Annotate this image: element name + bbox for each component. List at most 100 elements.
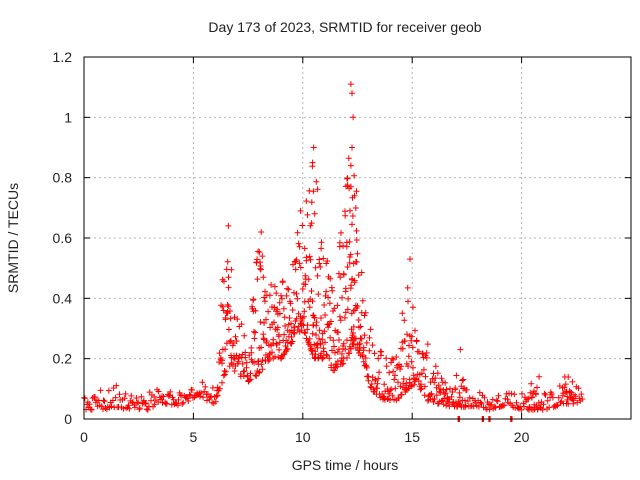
data-point [408,358,415,365]
data-point [409,304,416,311]
data-point [285,286,292,293]
data-point [456,394,463,401]
data-point [390,368,397,375]
data-point [403,380,410,387]
data-point [306,253,313,260]
data-point [251,335,258,342]
data-point [276,339,283,346]
data-point [336,337,342,343]
data-point [555,394,562,401]
data-point [258,344,265,351]
data-point [174,402,181,409]
data-point [125,402,132,409]
data-point [344,354,350,361]
data-point [155,388,162,395]
data-point [258,361,265,368]
data-point [184,395,191,402]
data-point [537,404,543,411]
data-point [366,347,373,354]
data-point [287,300,294,307]
data-point [399,345,406,352]
data-point [126,405,133,412]
data-point [175,396,182,403]
data-point [100,397,107,404]
data-point [199,379,206,386]
data-point [306,335,313,342]
data-point [334,358,341,365]
data-point [278,292,284,299]
data-point [374,385,381,392]
data-point [544,397,551,404]
data-point [423,354,430,361]
data-point [113,382,120,389]
data-point [399,310,406,317]
data-point [319,355,326,362]
data-point [151,393,158,400]
data-point [494,398,501,405]
data-point [541,390,548,397]
data-point [281,314,288,321]
data-point [326,355,333,362]
data-point [579,396,586,402]
data-point [341,314,348,321]
data-point [359,353,366,360]
data-point [400,380,407,387]
data-point [295,240,302,247]
data-point [331,367,338,374]
data-point [351,192,358,199]
data-point [247,370,254,377]
data-point [392,385,399,392]
data-point [410,364,416,371]
data-point [222,368,229,375]
data-point [485,401,492,408]
data-point [383,363,390,370]
data-point [232,333,239,340]
data-point [296,260,303,267]
data-point [302,272,309,279]
data-point [345,295,352,302]
data-point [358,269,365,276]
data-point [327,318,334,325]
data-point [354,250,361,257]
y-axis-label: SRMTID / TECUs [5,183,21,293]
y-tick-label: 0.2 [53,351,73,367]
data-point [148,397,154,404]
data-point [351,279,358,286]
data-point [283,292,290,299]
data-point [185,398,192,404]
data-point [301,245,308,252]
data-point [136,405,143,412]
data-point [229,342,236,349]
data-point [329,287,336,294]
data-point [362,362,369,369]
data-point [340,340,347,347]
data-point [301,329,308,336]
x-tick-label: 10 [295,429,311,445]
data-point [347,345,354,352]
data-point [434,370,441,377]
data-point [266,292,273,299]
data-point [350,114,357,121]
data-point [227,308,233,314]
data-point [407,256,413,263]
data-point [109,397,116,404]
data-point [404,284,411,291]
data-point [318,245,325,252]
data-point [362,309,369,316]
data-point [549,394,556,401]
data-point [318,239,325,246]
data-point [314,272,321,279]
data-point [401,317,408,324]
data-point [144,406,151,413]
data-point [224,301,231,308]
data-point [321,328,328,335]
data-point [241,368,248,375]
data-point [222,314,229,321]
data-point [565,374,572,380]
data-point [349,90,355,97]
data-point [276,310,283,317]
data-point [276,299,283,306]
data-point [301,308,308,315]
data-point [282,323,289,329]
data-point [349,332,356,339]
